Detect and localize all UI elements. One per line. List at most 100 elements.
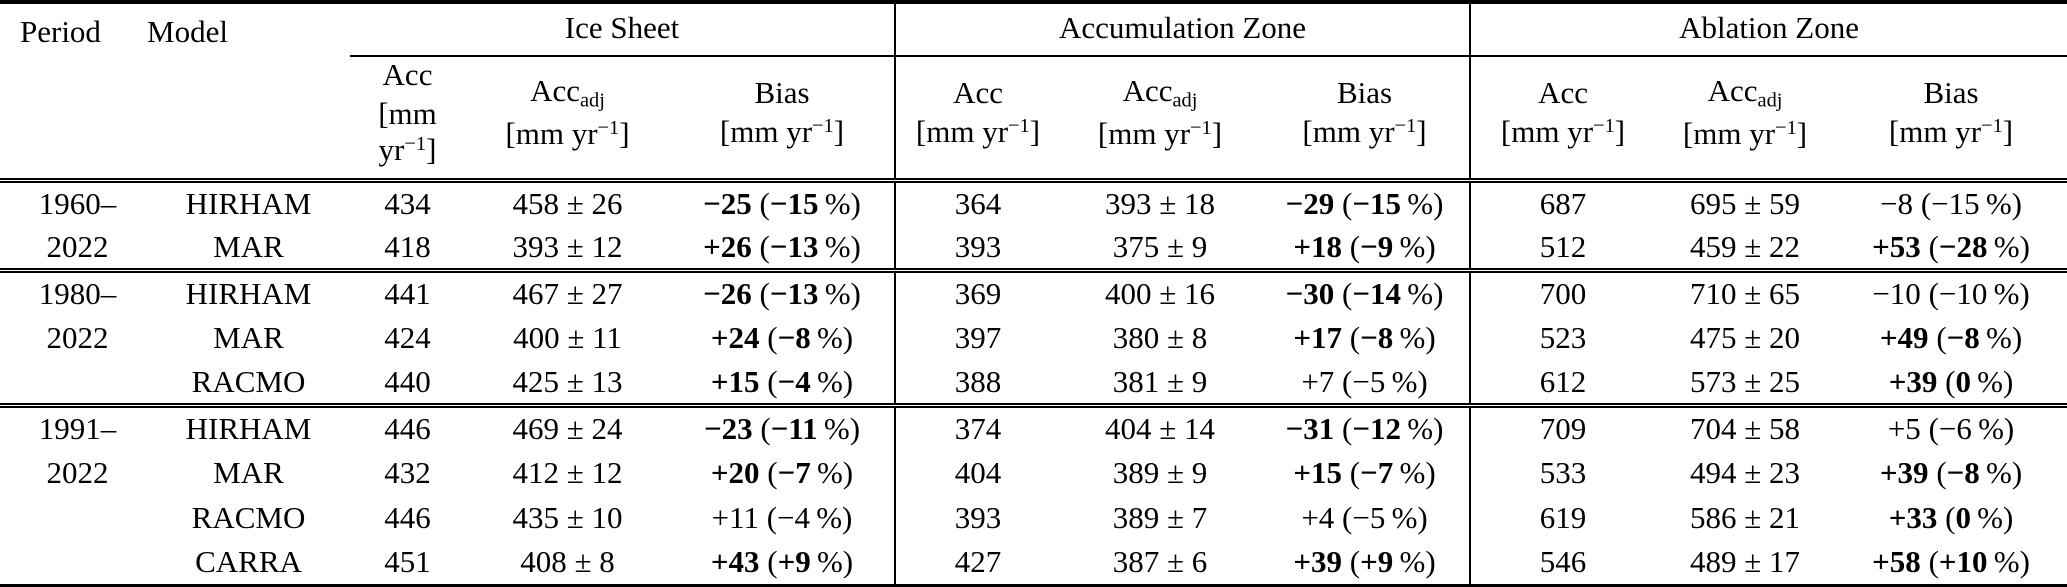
column-name: Bias <box>1835 75 2067 111</box>
table-block-3: 1991– HIRHAM 446 469 ± 24 −23 (−11 %) 374 404 … <box>0 405 2067 586</box>
bias-percent: +10 <box>1938 544 1988 580</box>
bias-value: +49 <box>1879 320 1929 355</box>
bias-cell: +17 (−8 %) <box>1293 320 1436 355</box>
bias-value: +7 <box>1301 363 1335 399</box>
group-header-row: Period Model Ice Sheet Accumulation Zone… <box>0 2 2067 57</box>
unit-exponent: −1 <box>1593 114 1615 137</box>
col-header-ablation-zone-acc: Acc [mm yr−1] <box>1469 56 1656 181</box>
acc-cell: 709 <box>1469 405 1656 451</box>
bias-percent: −6 <box>1938 411 1972 447</box>
acc-cell: 612 <box>1469 360 1656 406</box>
col-header-accumulation-zone-acc: Acc [mm yr−1] <box>894 56 1061 181</box>
bias-percent: +9 <box>777 544 811 580</box>
col-header-accumulation-zone-acc-adj: Accadj [mm yr−1] <box>1060 56 1260 181</box>
bias-percent: −4 <box>777 500 811 535</box>
acc-cell: 619 <box>1469 495 1656 541</box>
table-row: RACMO 440 425 ± 13 +15 (−4 %) 388 381 ± 9 +7 (… <box>0 360 2067 406</box>
unit-close: ] <box>1416 114 1427 149</box>
bias-percent: −7 <box>1360 455 1394 490</box>
unit-exponent: −1 <box>812 114 834 137</box>
period-cell <box>0 541 135 586</box>
model-cell: MAR <box>213 455 284 490</box>
column-unit: [mm yr−1] <box>670 114 894 150</box>
column-name: Acc <box>1471 75 1655 111</box>
unit-close: ] <box>1211 115 1223 151</box>
bias-cell: −30 (−14 %) <box>1285 276 1444 312</box>
column-name: Accadj <box>465 73 670 113</box>
bias-cell: +18 (−9 %) <box>1293 228 1436 264</box>
bias-cell: +4 (−5 %) <box>1301 500 1428 535</box>
bias-percent: −13 <box>769 276 819 312</box>
bias-cell: +49 (−8 %) <box>1879 320 2023 355</box>
table-header: Period Model Ice Sheet Accumulation Zone… <box>0 2 2067 181</box>
bias-value: −10 <box>1872 276 1921 312</box>
unit-exponent: −1 <box>1008 114 1030 137</box>
unit-exponent: −1 <box>1981 114 2003 137</box>
bias-value: +11 <box>711 500 759 535</box>
column-unit: [mm yr−1] <box>896 114 1060 150</box>
period-cell: 2022 <box>46 455 109 490</box>
bias-cell: +39 (+9 %) <box>1293 544 1436 580</box>
table-row: RACMO 446 435 ± 10 +11 (−4 %) 393 389 ± 7 +4 (… <box>0 495 2067 541</box>
bias-value: −25 <box>703 186 752 222</box>
acc-adj-cell: 389 ± 9 <box>1112 455 1208 490</box>
table-row: CARRA 451 408 ± 8 +43 (+9 %) 427 387 ± 6 +39 (… <box>0 540 2067 586</box>
column-name-text: Acc <box>382 57 433 92</box>
acc-adj-cell: 404 ± 14 <box>1105 411 1216 447</box>
unit-exponent: −1 <box>1775 116 1797 139</box>
column-unit: [mm yr−1] <box>1060 116 1260 152</box>
col-header-ablation-zone-acc-adj: Accadj [mm yr−1] <box>1655 56 1835 181</box>
bias-percent: −4 <box>777 363 811 399</box>
period-cell: 1991– <box>38 411 117 447</box>
period-cell: 1960– <box>38 186 117 222</box>
bias-percent: 0 <box>1955 500 1971 535</box>
col-header-ice-sheet-bias: Bias [mm yr−1] <box>670 56 895 181</box>
acc-cell: 432 <box>384 455 431 490</box>
acc-adj-cell: 458 ± 26 <box>512 186 623 222</box>
acc-adj-cell: 435 ± 10 <box>512 500 623 535</box>
column-name: Acc <box>350 57 465 93</box>
bias-value: −23 <box>703 411 753 447</box>
bias-value: −8 <box>1880 186 1914 222</box>
bias-value: +15 <box>1293 455 1343 490</box>
bias-cell: +15 (−7 %) <box>1293 455 1436 490</box>
model-cell: MAR <box>213 228 284 264</box>
acc-cell: 446 <box>384 411 431 447</box>
bias-percent: −15 <box>1352 186 1402 222</box>
acc-adj-cell: 380 ± 8 <box>1112 320 1208 355</box>
bias-cell: +11 (−4 %) <box>711 500 853 535</box>
bias-percent: −15 <box>1931 186 1980 222</box>
acc-adj-cell: 475 ± 20 <box>1690 320 1801 355</box>
acc-adj-cell: 387 ± 6 <box>1112 544 1208 580</box>
acc-cell: 388 <box>894 360 1061 406</box>
acc-adj-cell: 710 ± 65 <box>1690 276 1801 312</box>
column-name: Accadj <box>1060 73 1260 113</box>
bias-cell: +20 (−7 %) <box>710 455 854 490</box>
bias-value: −26 <box>703 276 752 312</box>
bias-value: +20 <box>710 455 760 490</box>
acc-cell: 427 <box>894 540 1061 586</box>
acc-adj-cell: 425 ± 13 <box>512 363 623 399</box>
unit-close: ] <box>1796 115 1808 151</box>
bias-cell: +7 (−5 %) <box>1301 363 1428 399</box>
acc-cell: 533 <box>1469 450 1656 496</box>
bias-cell: +53 (−28 %) <box>1872 228 2030 264</box>
table-row: 2022 MAR 424 400 ± 11 +24 (−8 %) 397 380 ± 8 +1… <box>0 315 2067 361</box>
bias-value: −29 <box>1285 186 1335 222</box>
group-header-ablation-zone: Ablation Zone <box>1469 2 2067 57</box>
unit-text: [mm yr <box>1097 115 1191 151</box>
acc-cell: 424 <box>384 320 431 355</box>
unit-text: [mm yr <box>1888 114 1982 149</box>
bias-percent: −5 <box>1352 500 1386 535</box>
acc-cell: 512 <box>1469 225 1656 271</box>
bias-cell: +43 (+9 %) <box>710 544 854 580</box>
bias-cell: +5 (−6 %) <box>1887 411 2015 447</box>
acc-adj-cell: 489 ± 17 <box>1690 544 1801 580</box>
unit-exponent: −1 <box>597 116 620 139</box>
col-header-ablation-zone-bias: Bias [mm yr−1] <box>1835 56 2067 181</box>
unit-close: ] <box>1029 114 1041 149</box>
bias-percent: −8 <box>1946 455 1980 490</box>
acc-adj-cell: 393 ± 12 <box>512 228 623 264</box>
